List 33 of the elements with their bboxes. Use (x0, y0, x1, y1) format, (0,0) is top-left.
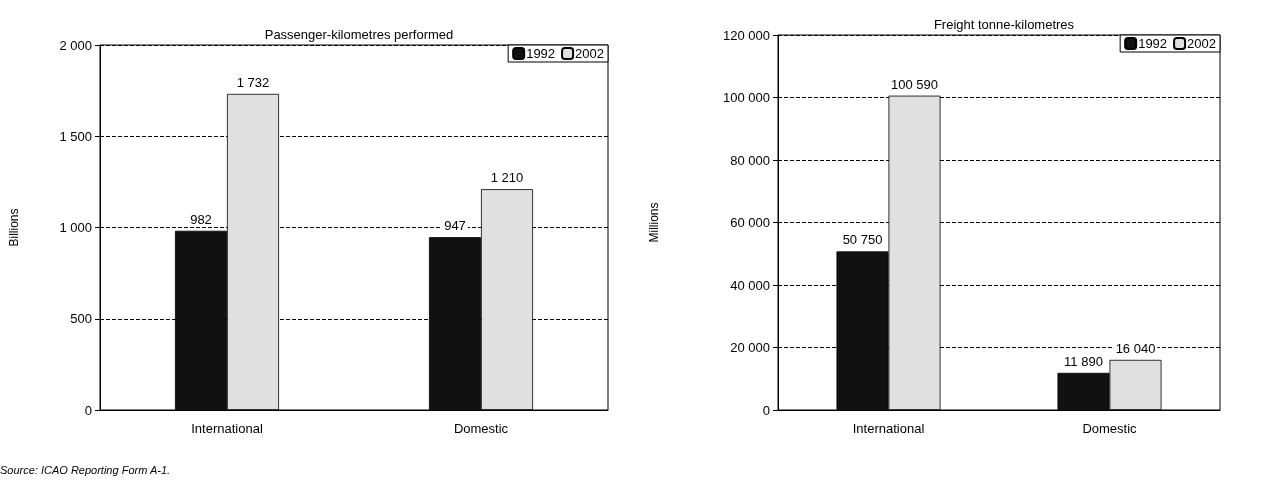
source-note: Source: ICAO Reporting Form A-1. (0, 463, 171, 476)
x-tick-label: Domestic (1082, 421, 1138, 436)
chart-title: Freight tonne-kilometres (933, 17, 1075, 32)
y-tick-label: 20 000 (730, 340, 770, 355)
y-tick-label: 1 000 (59, 220, 92, 235)
data-label: 1 210 (490, 170, 524, 186)
data-label: 16 040 (1115, 340, 1156, 356)
data-label: 11 890 (1064, 353, 1103, 369)
y-tick-label: 0 (762, 402, 770, 418)
x-tick-label: Domestic (453, 421, 509, 436)
y-tick-label: 120 000 (723, 27, 770, 43)
y-tick-label: 2 000 (59, 37, 92, 53)
legend-label: 2002 (575, 46, 604, 61)
x-tick-label: International (191, 421, 263, 436)
y-tick-label: 40 000 (730, 277, 770, 293)
data-label: 50 750 (842, 232, 883, 248)
y-tick-label: 1 500 (59, 128, 92, 144)
data-label: 1 732 (236, 74, 270, 90)
data-label: 947 (444, 218, 466, 234)
legend-label: 1992 (526, 46, 556, 61)
x-tick-label: International (852, 421, 925, 436)
data-label: 100 590 (891, 76, 938, 92)
y-tick-label: 60 000 (730, 215, 770, 230)
legend-label: 2002 (1187, 36, 1216, 51)
chart-title: Passenger-kilometres performed (264, 27, 454, 42)
legend-label: 1992 (1138, 36, 1168, 51)
y-axis-title: Millions (647, 202, 661, 243)
y-tick-label: 500 (70, 311, 92, 327)
y-tick-label: 80 000 (730, 152, 770, 168)
y-tick-label: 100 000 (723, 90, 770, 105)
y-tick-label: 0 (84, 402, 92, 418)
data-label: 982 (190, 211, 212, 227)
y-axis-title: Billions (7, 208, 21, 247)
